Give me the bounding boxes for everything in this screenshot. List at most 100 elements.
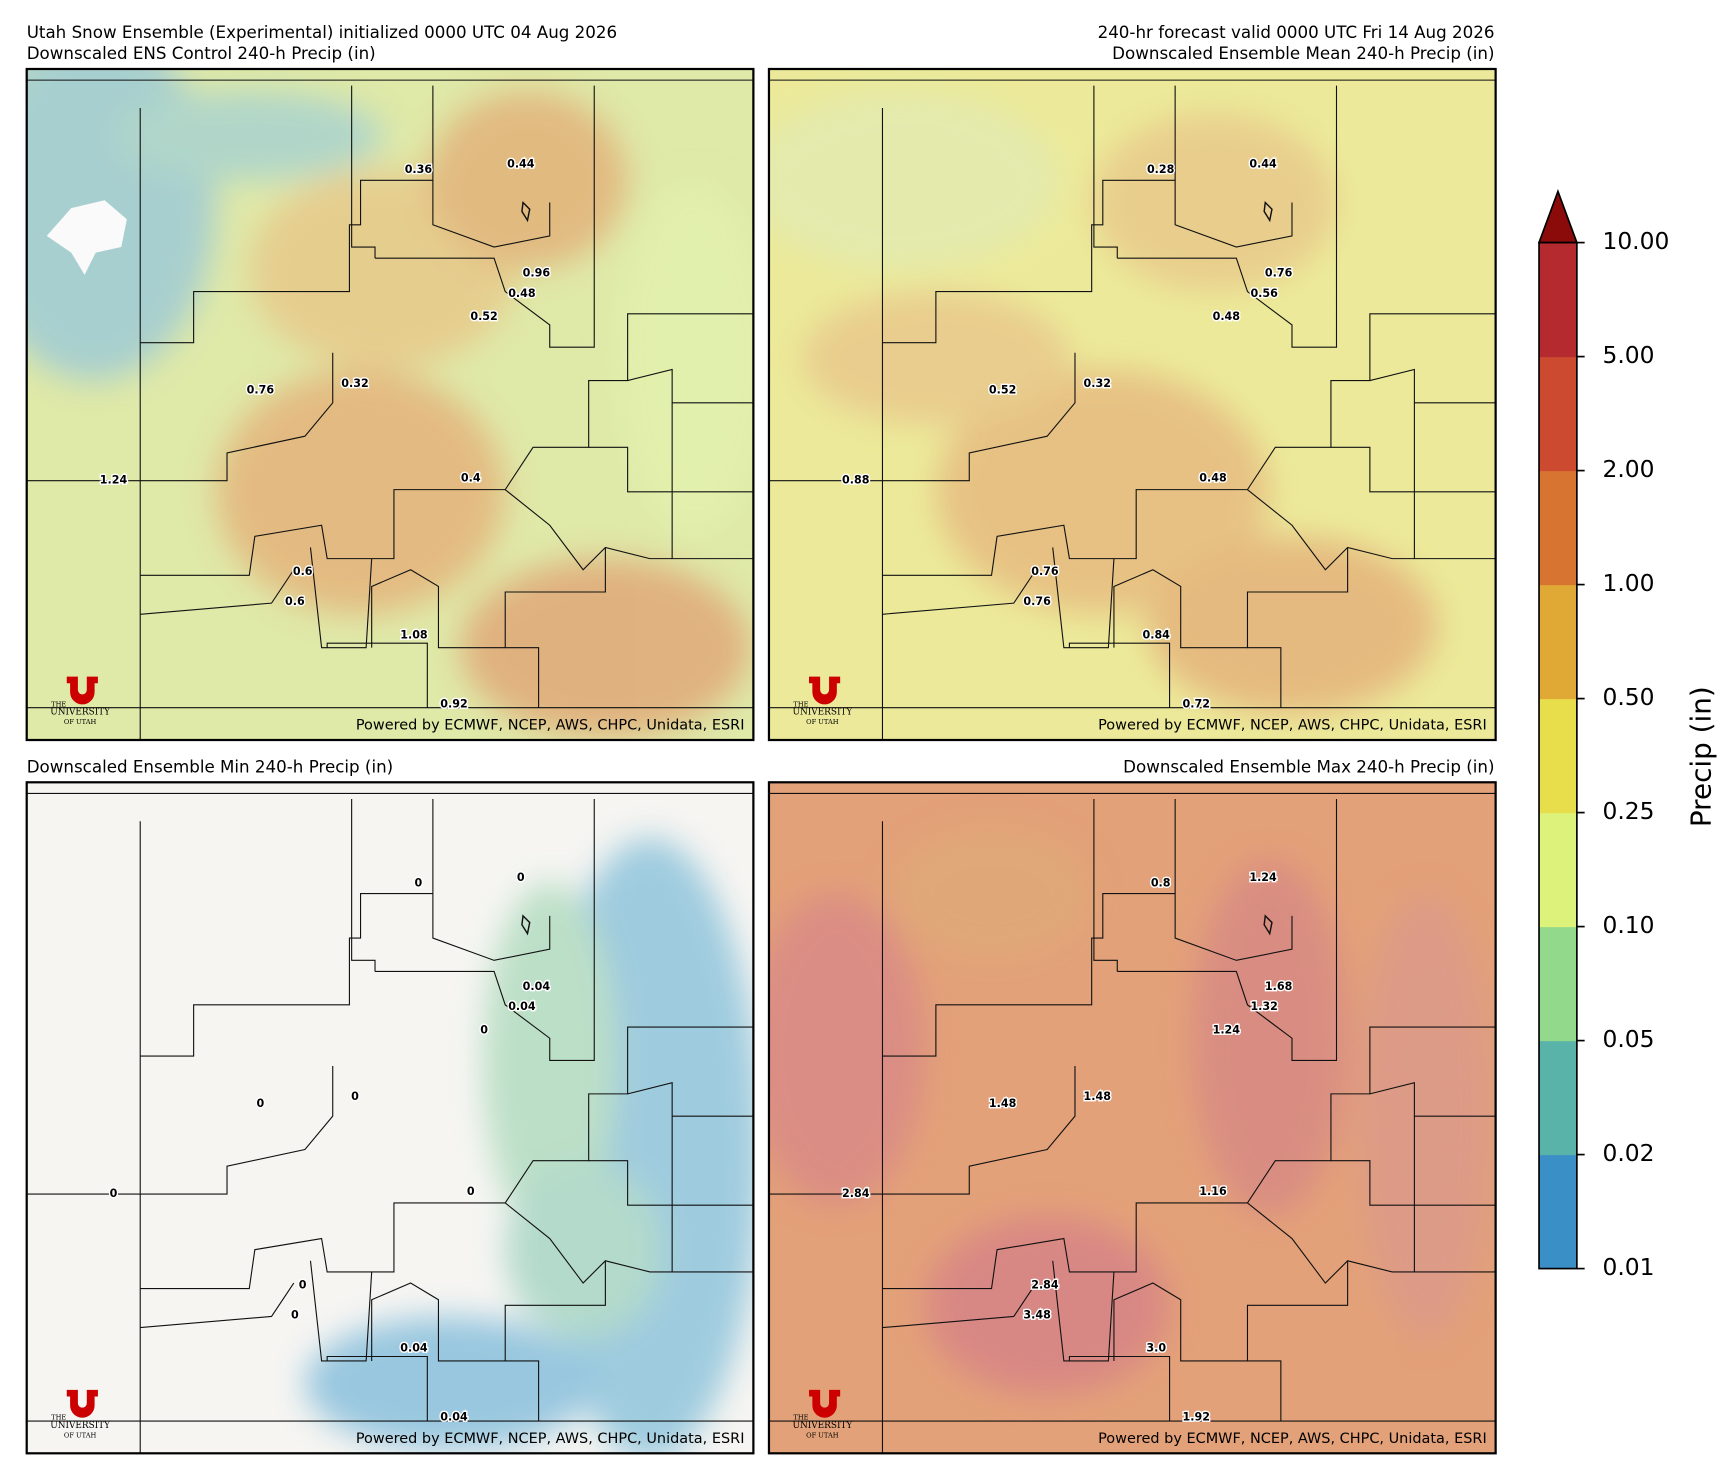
point-label: 0.48 xyxy=(1199,472,1227,485)
precip-area xyxy=(304,1316,595,1450)
point-label: 0.48 xyxy=(508,287,536,300)
boundary xyxy=(140,489,506,576)
point-label: 0.04 xyxy=(523,980,551,993)
point-label: 0.32 xyxy=(341,377,368,390)
boundary xyxy=(1369,1082,1496,1117)
colorbar-swatch xyxy=(1539,470,1577,586)
point-label: 1.24 xyxy=(1213,1023,1241,1036)
colorbar-swatch xyxy=(1539,1040,1577,1156)
map-content xyxy=(768,782,1496,1454)
boundary xyxy=(309,547,373,649)
boundary xyxy=(627,1082,754,1117)
point-label: 0 xyxy=(351,1090,359,1103)
precip-field xyxy=(26,68,754,737)
boundary xyxy=(505,647,540,708)
map-panel: 0 0 0.04 0.04 0 0 0 0 0 0 0 0.04 0.04 THEUNIVERSITYOF… xyxy=(25,781,755,1455)
boundary xyxy=(1247,1202,1415,1284)
boundary xyxy=(882,1282,1037,1329)
boundary xyxy=(1068,642,1171,708)
point-label: 0.72 xyxy=(1183,697,1210,710)
boundary xyxy=(140,1066,334,1195)
colorbar-tick-label: 5.00 xyxy=(1602,341,1654,369)
logo-mark xyxy=(809,1389,841,1418)
logo-text: THE xyxy=(793,1414,808,1422)
logo-text: OF UTAH xyxy=(64,718,97,726)
colorbar-swatch xyxy=(1539,242,1577,358)
boundary xyxy=(140,569,295,615)
point-label: 0.96 xyxy=(523,267,551,280)
boundary xyxy=(588,1160,754,1206)
boundary xyxy=(1052,1260,1115,1362)
boundary xyxy=(588,446,754,493)
colorbar-label: Precip (in) xyxy=(1685,686,1718,827)
precip-area xyxy=(768,91,1059,270)
precip-field xyxy=(768,826,1493,1395)
map-content xyxy=(26,68,754,741)
panel-title: Downscaled Ensemble Mean 240-h Precip (i… xyxy=(1112,44,1494,63)
colorbar-tick-label: 1.00 xyxy=(1602,569,1654,597)
title: 240-hr forecast valid 0000 UTC Fri 14 Au… xyxy=(1098,23,1495,42)
boundary xyxy=(140,1282,295,1329)
boundary xyxy=(351,798,376,972)
logo-text: OF UTAH xyxy=(806,718,839,726)
point-label: 0.44 xyxy=(507,158,535,171)
point-label: 0 xyxy=(480,1023,488,1036)
logo-text: THE xyxy=(51,700,66,708)
panel-title: Downscaled Ensemble Max 240-h Precip (in… xyxy=(1123,757,1494,776)
boundary xyxy=(140,893,433,1057)
point-label: 0 xyxy=(415,877,423,890)
map-panel: 0.28 0.44 0.76 0.56 0.48 0.52 0.32 0.88 0.48 0.76… xyxy=(767,67,1497,742)
boundary xyxy=(375,85,595,348)
colorbar-tick-label: 0.50 xyxy=(1602,683,1654,711)
point-label: 3.48 xyxy=(1023,1308,1051,1321)
colorbar-swatch xyxy=(1539,812,1577,928)
precip-area xyxy=(802,291,1070,426)
boundary xyxy=(326,1355,428,1422)
panel-frame xyxy=(25,67,755,742)
point-label: 0.32 xyxy=(1084,377,1111,390)
credit: Powered by ECMWF, NCEP, AWS, CHPC, Unida… xyxy=(1098,718,1487,734)
boundary xyxy=(1093,798,1118,972)
credit: Powered by ECMWF, NCEP, AWS, CHPC, Unida… xyxy=(356,718,745,734)
colorbar-tick-label: 0.25 xyxy=(1602,797,1654,825)
boundary xyxy=(371,1260,606,1362)
point-label: 2.84 xyxy=(842,1187,870,1200)
boundary xyxy=(504,489,673,571)
panel-frame xyxy=(25,781,755,1455)
colorbar-extend xyxy=(1537,188,1579,244)
map-content xyxy=(768,68,1496,741)
point-label: 1.16 xyxy=(1199,1185,1227,1198)
point-label: 0 xyxy=(467,1185,475,1198)
boundary xyxy=(504,1026,754,1204)
point-label: 1.32 xyxy=(1250,1000,1277,1013)
point-label: 0.92 xyxy=(440,697,467,710)
boundary xyxy=(375,798,595,1062)
credit: Powered by ECMWF, NCEP, AWS, CHPC, Unida… xyxy=(1098,1431,1487,1447)
colorbar-frame xyxy=(1538,241,1578,1270)
point-label: 1.08 xyxy=(400,628,428,641)
boundary xyxy=(1052,547,1115,649)
boundary xyxy=(1330,446,1496,493)
point-label: 2.84 xyxy=(1031,1278,1059,1291)
point-label: 1.24 xyxy=(100,474,128,487)
point-label: 1.48 xyxy=(989,1097,1017,1110)
boundary xyxy=(1330,1160,1496,1206)
point-label: 1.48 xyxy=(1084,1090,1112,1103)
boundary xyxy=(351,85,376,259)
point-label: 0 xyxy=(299,1278,307,1291)
boundary xyxy=(1113,547,1349,649)
colorbar-swatch xyxy=(1539,926,1577,1042)
logo-text: THE xyxy=(51,1414,66,1422)
point-label: 0.48 xyxy=(1213,310,1241,323)
colorbar-tick-label: 0.05 xyxy=(1602,1025,1654,1053)
logo-text: UNIVERSITY xyxy=(50,1421,110,1431)
precip-area xyxy=(460,558,751,737)
boundary xyxy=(309,1260,373,1362)
colorbar-tick-label: 0.10 xyxy=(1602,911,1654,939)
boundary xyxy=(1247,647,1282,708)
boundary xyxy=(432,798,551,961)
logo-mark xyxy=(66,1389,98,1418)
boundary xyxy=(882,1202,1248,1290)
boundary xyxy=(1093,85,1118,259)
boundary xyxy=(1117,85,1338,348)
